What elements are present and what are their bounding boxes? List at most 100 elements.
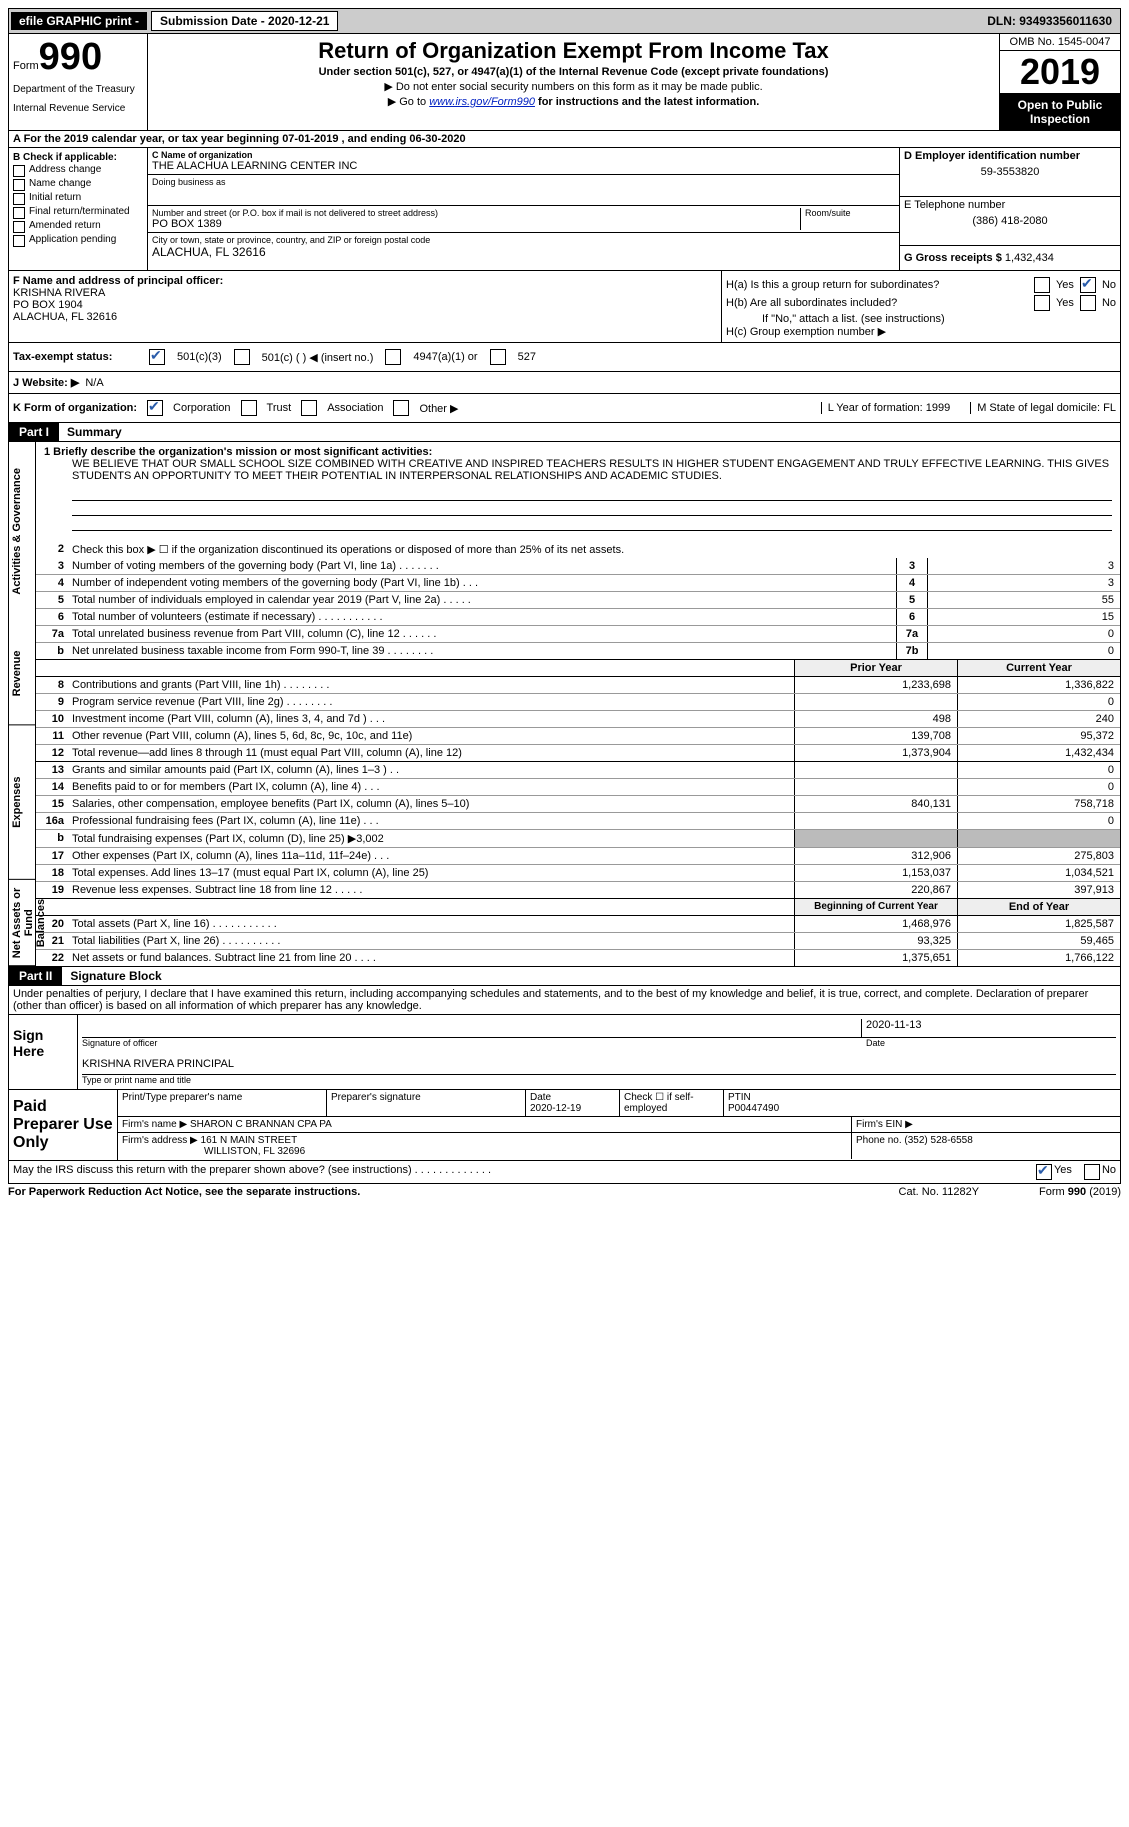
ptin-hdr: PTIN bbox=[728, 1092, 751, 1103]
rev-col-hdr: Prior Year Current Year bbox=[36, 660, 1120, 677]
org-name: THE ALACHUA LEARNING CENTER INC bbox=[152, 160, 895, 172]
part2-header: Part II Signature Block bbox=[8, 967, 1121, 986]
chk-501c[interactable] bbox=[234, 349, 250, 365]
sig-date-label: Date bbox=[866, 1038, 1116, 1048]
line-21: 21Total liabilities (Part X, line 26) . … bbox=[36, 933, 1120, 950]
header-sub1: Under section 501(c), 527, or 4947(a)(1)… bbox=[156, 66, 991, 78]
chk-final-return[interactable]: Final return/terminated bbox=[13, 206, 143, 219]
ha-no[interactable] bbox=[1080, 277, 1096, 293]
form-id-block: Form990 Department of the Treasury Inter… bbox=[9, 34, 148, 130]
na-col-hdr: Beginning of Current Year End of Year bbox=[36, 899, 1120, 916]
col-h-group: H(a) Is this a group return for subordin… bbox=[721, 271, 1120, 342]
omb-number: OMB No. 1545-0047 bbox=[1000, 34, 1120, 51]
addr-label: Number and street (or P.O. box if mail i… bbox=[152, 208, 800, 218]
chk-other[interactable] bbox=[393, 400, 409, 416]
discuss-yes[interactable] bbox=[1036, 1164, 1052, 1180]
prep-name-hdr: Print/Type preparer's name bbox=[118, 1090, 327, 1116]
l-year: L Year of formation: 1999 bbox=[821, 402, 951, 414]
line-16a: 16aProfessional fundraising fees (Part I… bbox=[36, 813, 1120, 830]
firm-phone-val: (352) 528-6558 bbox=[904, 1135, 972, 1146]
firm-addr-label: Firm's address ▶ bbox=[122, 1135, 198, 1146]
chk-527[interactable] bbox=[490, 349, 506, 365]
form-word: Form bbox=[13, 60, 39, 72]
paid-preparer-block: Paid Preparer Use Only Print/Type prepar… bbox=[8, 1090, 1121, 1161]
part1-label: Part I bbox=[9, 423, 59, 441]
col-c-org-info: C Name of organization THE ALACHUA LEARN… bbox=[148, 148, 899, 270]
row-k-form-org: K Form of organization: Corporation Trus… bbox=[8, 394, 1121, 423]
top-bar: efile GRAPHIC print - Submission Date - … bbox=[8, 8, 1121, 34]
form990-link[interactable]: www.irs.gov/Form990 bbox=[429, 96, 535, 108]
ein-label: D Employer identification number bbox=[904, 150, 1080, 162]
part1-title: Summary bbox=[59, 423, 130, 441]
section-fh: F Name and address of principal officer:… bbox=[8, 271, 1121, 343]
line-16b: bTotal fundraising expenses (Part IX, co… bbox=[36, 830, 1120, 848]
discuss-text: May the IRS discuss this return with the… bbox=[13, 1164, 1036, 1180]
sig-officer-line[interactable]: 2020-11-13 bbox=[82, 1019, 1116, 1038]
j-label: J Website: ▶ bbox=[13, 376, 79, 389]
chk-corp[interactable] bbox=[147, 400, 163, 416]
firm-ein-label: Firm's EIN ▶ bbox=[852, 1117, 1120, 1132]
phone-label: E Telephone number bbox=[904, 199, 1005, 211]
efile-button[interactable]: efile GRAPHIC print - bbox=[11, 12, 147, 30]
row-a-period: A For the 2019 calendar year, or tax yea… bbox=[8, 131, 1121, 148]
mission-text: WE BELIEVE THAT OUR SMALL SCHOOL SIZE CO… bbox=[72, 458, 1112, 482]
chk-trust[interactable] bbox=[241, 400, 257, 416]
hb-no[interactable] bbox=[1080, 295, 1096, 311]
phone-value: (386) 418-2080 bbox=[904, 215, 1116, 227]
dept-treasury: Department of the Treasury bbox=[13, 84, 143, 95]
part1-header: Part I Summary bbox=[8, 423, 1121, 442]
firm-addr1: 161 N MAIN STREET bbox=[201, 1135, 298, 1146]
prep-selfemp: Check ☐ if self-employed bbox=[620, 1090, 724, 1116]
chk-501c3[interactable] bbox=[149, 349, 165, 365]
part2-title: Signature Block bbox=[62, 967, 169, 985]
chk-initial-return[interactable]: Initial return bbox=[13, 192, 143, 205]
header-sub2: ▶ Do not enter social security numbers o… bbox=[156, 80, 991, 93]
ha-yes[interactable] bbox=[1034, 277, 1050, 293]
line-6: 6Total number of volunteers (estimate if… bbox=[36, 609, 1120, 626]
part1-body: Activities & Governance Revenue Expenses… bbox=[8, 442, 1121, 967]
f-label: F Name and address of principal officer: bbox=[13, 275, 223, 287]
mission-q: 1 Briefly describe the organization's mi… bbox=[44, 446, 432, 458]
firm-name-val: SHARON C BRANNAN CPA PA bbox=[190, 1119, 332, 1130]
tax-label: Tax-exempt status: bbox=[13, 351, 137, 363]
chk-amended[interactable]: Amended return bbox=[13, 220, 143, 233]
line-14: 14Benefits paid to or for members (Part … bbox=[36, 779, 1120, 796]
header-right-block: OMB No. 1545-0047 2019 Open to Public In… bbox=[999, 34, 1120, 130]
dba-label: Doing business as bbox=[152, 177, 895, 187]
chk-assoc[interactable] bbox=[301, 400, 317, 416]
part2-label: Part II bbox=[9, 967, 62, 985]
hb-note: If "No," attach a list. (see instruction… bbox=[726, 313, 1116, 325]
dln: DLN: 93493356011630 bbox=[987, 14, 1118, 28]
col-de-numbers: D Employer identification number 59-3553… bbox=[899, 148, 1120, 270]
prep-sig-hdr: Preparer's signature bbox=[327, 1090, 526, 1116]
tax-year: 2019 bbox=[1000, 51, 1120, 94]
org-city: ALACHUA, FL 32616 bbox=[152, 245, 895, 259]
header-title-block: Return of Organization Exempt From Incom… bbox=[148, 34, 999, 130]
line-7a: 7aTotal unrelated business revenue from … bbox=[36, 626, 1120, 643]
hb-yes[interactable] bbox=[1034, 295, 1050, 311]
pra-notice: For Paperwork Reduction Act Notice, see … bbox=[8, 1186, 899, 1198]
sig-intro: Under penalties of perjury, I declare th… bbox=[8, 986, 1121, 1015]
sig-date: 2020-11-13 bbox=[861, 1019, 1116, 1037]
m-state: M State of legal domicile: FL bbox=[970, 402, 1116, 414]
chk-4947[interactable] bbox=[385, 349, 401, 365]
city-label: City or town, state or province, country… bbox=[152, 235, 895, 245]
chk-address-change[interactable]: Address change bbox=[13, 164, 143, 177]
firm-addr2: WILLISTON, FL 32696 bbox=[122, 1146, 847, 1157]
website-value: N/A bbox=[85, 377, 103, 389]
row-j-website: J Website: ▶ N/A bbox=[8, 372, 1121, 394]
chk-name-change[interactable]: Name change bbox=[13, 178, 143, 191]
form-title: Return of Organization Exempt From Incom… bbox=[156, 38, 991, 64]
section-bcdeg: B Check if applicable: Address change Na… bbox=[8, 148, 1121, 271]
irs-label: Internal Revenue Service bbox=[13, 103, 143, 114]
k-label: K Form of organization: bbox=[13, 402, 137, 414]
sig-name-value: KRISHNA RIVERA PRINCIPAL bbox=[82, 1056, 234, 1074]
bottom-row: For Paperwork Reduction Act Notice, see … bbox=[8, 1184, 1121, 1200]
hc-label: H(c) Group exemption number ▶ bbox=[726, 325, 1116, 338]
chk-app-pending[interactable]: Application pending bbox=[13, 234, 143, 247]
line-8: 8Contributions and grants (Part VIII, li… bbox=[36, 677, 1120, 694]
sign-here-label: Sign Here bbox=[9, 1015, 78, 1089]
line-20: 20Total assets (Part X, line 16) . . . .… bbox=[36, 916, 1120, 933]
discuss-no[interactable] bbox=[1084, 1164, 1100, 1180]
prep-date-val: 2020-12-19 bbox=[530, 1103, 581, 1114]
